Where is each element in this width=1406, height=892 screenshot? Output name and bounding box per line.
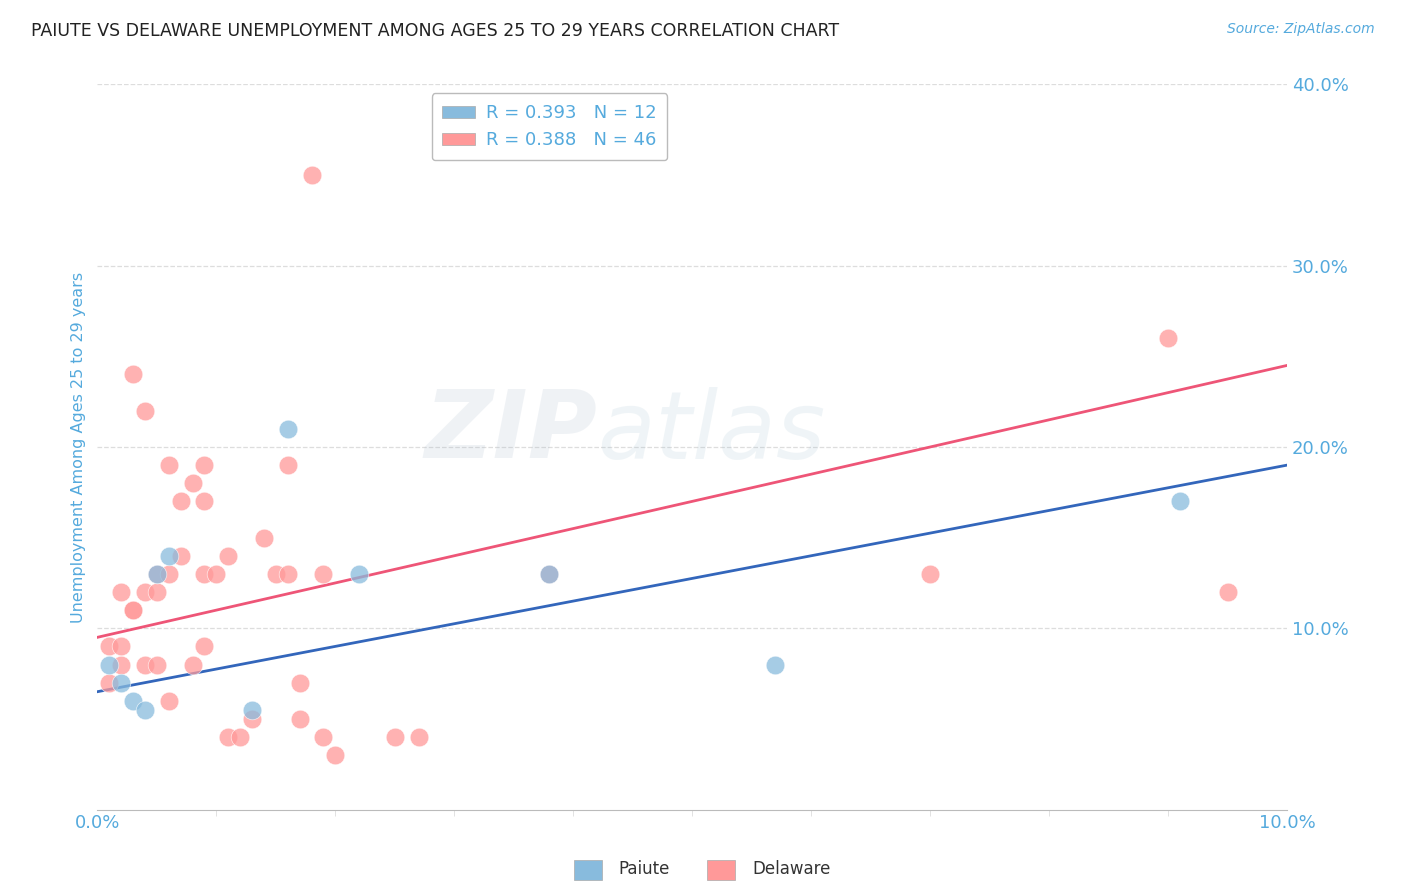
Text: Source: ZipAtlas.com: Source: ZipAtlas.com	[1227, 22, 1375, 37]
Point	[1168, 494, 1191, 508]
Point	[217, 549, 239, 563]
Point	[765, 657, 787, 672]
Point	[1157, 331, 1180, 345]
Point	[920, 566, 942, 581]
Point	[288, 675, 311, 690]
Point	[146, 566, 169, 581]
Point	[217, 730, 239, 744]
Point	[157, 458, 180, 472]
Point	[110, 640, 132, 654]
Point	[134, 585, 156, 599]
Point	[193, 640, 215, 654]
Point	[157, 694, 180, 708]
Point	[134, 703, 156, 717]
Point	[312, 566, 335, 581]
Legend: R = 0.393   N = 12, R = 0.388   N = 46: R = 0.393 N = 12, R = 0.388 N = 46	[432, 94, 668, 161]
Point	[193, 566, 215, 581]
Point	[240, 703, 263, 717]
Point	[98, 640, 121, 654]
Point	[122, 603, 145, 617]
Point	[264, 566, 287, 581]
Point	[277, 566, 299, 581]
Point	[134, 403, 156, 417]
Point	[110, 657, 132, 672]
Point	[146, 657, 169, 672]
Point	[146, 585, 169, 599]
Point	[110, 675, 132, 690]
Point	[169, 494, 191, 508]
Point	[181, 657, 204, 672]
Point	[193, 458, 215, 472]
Text: ZIP: ZIP	[425, 386, 598, 478]
Point	[277, 458, 299, 472]
Point	[277, 422, 299, 436]
Point	[181, 476, 204, 491]
Point	[1216, 585, 1239, 599]
Point	[538, 566, 561, 581]
Point	[205, 566, 228, 581]
Text: Delaware: Delaware	[752, 860, 831, 878]
Point	[157, 549, 180, 563]
Point	[122, 694, 145, 708]
Point	[288, 712, 311, 726]
Point	[347, 566, 370, 581]
Text: Paiute: Paiute	[619, 860, 671, 878]
Point	[312, 730, 335, 744]
Point	[193, 494, 215, 508]
Point	[134, 657, 156, 672]
Point	[169, 549, 191, 563]
Point	[323, 748, 346, 763]
Y-axis label: Unemployment Among Ages 25 to 29 years: Unemployment Among Ages 25 to 29 years	[72, 271, 86, 623]
Point	[229, 730, 252, 744]
Point	[98, 675, 121, 690]
Point	[253, 531, 276, 545]
Point	[538, 566, 561, 581]
Point	[98, 657, 121, 672]
Point	[408, 730, 430, 744]
Point	[240, 712, 263, 726]
Text: PAIUTE VS DELAWARE UNEMPLOYMENT AMONG AGES 25 TO 29 YEARS CORRELATION CHART: PAIUTE VS DELAWARE UNEMPLOYMENT AMONG AG…	[31, 22, 839, 40]
Point	[122, 603, 145, 617]
Point	[110, 585, 132, 599]
Point	[301, 168, 323, 182]
Point	[146, 566, 169, 581]
Point	[384, 730, 406, 744]
Text: atlas: atlas	[598, 387, 825, 478]
Point	[157, 566, 180, 581]
Point	[122, 368, 145, 382]
